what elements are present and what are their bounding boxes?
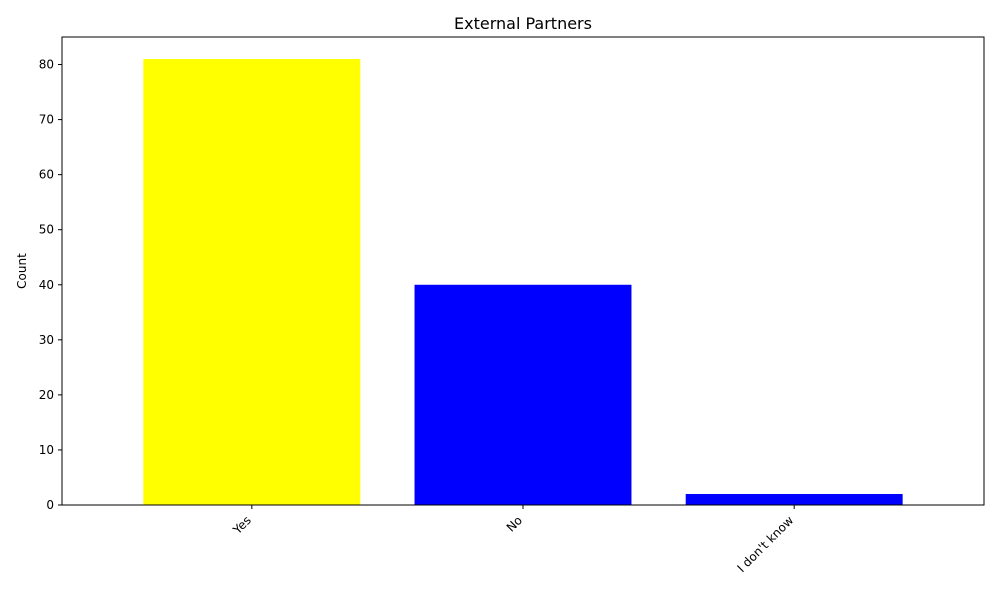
y-tick-label: 30 xyxy=(39,333,54,347)
x-tick-label: I don't know xyxy=(734,513,796,575)
y-axis-label: Count xyxy=(15,253,29,289)
bar-yes xyxy=(143,59,361,505)
axes-frame xyxy=(61,36,985,506)
y-tick-label: 50 xyxy=(39,223,54,237)
bars-group xyxy=(143,59,903,505)
y-tick-label: 40 xyxy=(39,278,54,292)
y-tick-label: 20 xyxy=(39,388,54,402)
y-tick-label: 60 xyxy=(39,168,54,182)
y-axis: 0 10 20 30 40 50 60 70 80 xyxy=(39,58,62,512)
y-tick-label: 70 xyxy=(39,113,54,127)
bar-no xyxy=(414,284,632,505)
y-tick-label: 80 xyxy=(39,58,54,72)
y-tick-label: 0 xyxy=(46,498,54,512)
bar-i-don-t-know xyxy=(685,493,903,505)
x-tick-label: No xyxy=(504,513,525,534)
y-tick-label: 10 xyxy=(39,443,54,457)
chart-title: External Partners xyxy=(454,14,592,33)
x-axis: Yes No I don't know xyxy=(230,505,796,575)
x-tick-label: Yes xyxy=(230,513,254,537)
